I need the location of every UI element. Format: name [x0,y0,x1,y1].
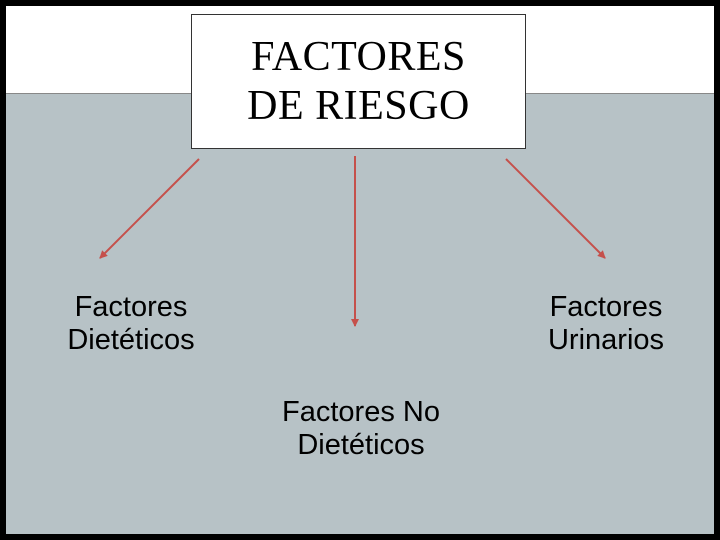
title-text: FACTORES DE RIESGO [247,33,470,130]
label-left: Factores Dietéticos [41,291,221,358]
label-bottom: Factores No Dietéticos [251,396,471,463]
slide-container: FACTORES DE RIESGO Factores Dietéticos F… [0,0,720,540]
label-right-line-2: Urinarios [548,324,664,356]
title-line-1: FACTORES [251,34,466,80]
label-bottom-line-1: Factores No [282,396,440,428]
title-line-2: DE RIESGO [247,83,470,129]
slide-inner: FACTORES DE RIESGO Factores Dietéticos F… [6,6,714,534]
arrow-right [505,158,605,258]
label-right-line-1: Factores [550,291,663,323]
title-box: FACTORES DE RIESGO [191,14,526,149]
label-right: Factores Urinarios [516,291,696,358]
label-left-line-2: Dietéticos [67,324,194,356]
label-bottom-line-2: Dietéticos [297,429,424,461]
label-left-line-1: Factores [75,291,188,323]
arrow-left [99,158,199,258]
arrow-middle [354,156,356,326]
